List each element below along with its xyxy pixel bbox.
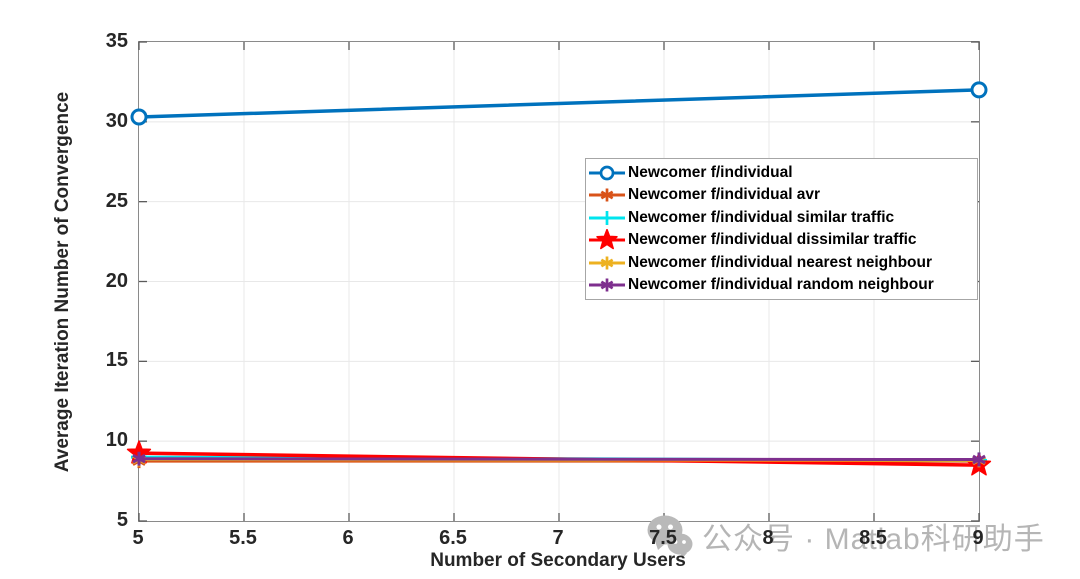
x-tick-label: 8 bbox=[762, 527, 774, 549]
x-tick-label: 9 bbox=[972, 527, 984, 549]
legend-item-label: Newcomer f/individual random neighbour bbox=[628, 276, 934, 294]
data-point-marker-circle bbox=[130, 108, 148, 126]
y-tick-label: 25 bbox=[105, 189, 128, 212]
data-point-marker-asterisk bbox=[132, 453, 146, 464]
x-axis-label: Number of Secondary Users bbox=[430, 550, 686, 571]
x-tick-label: 8.5 bbox=[859, 527, 887, 549]
legend-marker-sample bbox=[589, 278, 625, 292]
series-line bbox=[137, 88, 981, 119]
y-tick-label: 20 bbox=[105, 269, 128, 292]
legend-marker-sample bbox=[589, 229, 625, 250]
legend-marker-sample bbox=[589, 210, 625, 225]
legend-item-label: Newcomer f/individual avr bbox=[628, 186, 821, 204]
x-tick-label: 6 bbox=[342, 527, 354, 549]
y-tick-label: 5 bbox=[116, 509, 128, 531]
x-tick-label: 7.5 bbox=[649, 527, 677, 549]
chart-canvas bbox=[126, 41, 992, 522]
data-point-marker-plus bbox=[600, 210, 614, 225]
y-tick-label: 35 bbox=[105, 30, 128, 52]
data-point-marker-star bbox=[596, 229, 618, 250]
legend-item-label: Newcomer f/individual bbox=[628, 163, 793, 181]
legend-item: Newcomer f/individual dissimilar traffic bbox=[588, 229, 977, 251]
data-point-marker-asterisk bbox=[600, 280, 614, 290]
data-point-marker-circle bbox=[599, 165, 615, 180]
legend-item: Newcomer f/individual nearest neighbour bbox=[588, 252, 977, 274]
x-tick-label: 7 bbox=[552, 527, 564, 549]
legend-item-label: Newcomer f/individual nearest neighbour bbox=[628, 253, 933, 271]
legend-marker-sample bbox=[589, 256, 625, 270]
legend-item-label: Newcomer f/individual dissimilar traffic bbox=[628, 231, 917, 249]
series-line bbox=[137, 457, 981, 462]
legend-item: Newcomer f/individual random neighbour bbox=[588, 274, 977, 296]
y-tick-label: 30 bbox=[105, 109, 128, 132]
x-tick-label: 5 bbox=[132, 527, 144, 549]
legend-item: Newcomer f/individual similar traffic bbox=[588, 207, 977, 229]
x-tick-label: 5.5 bbox=[229, 527, 257, 549]
data-point-marker-asterisk bbox=[600, 190, 614, 200]
x-tick-label: 6.5 bbox=[439, 527, 467, 549]
legend-box: Newcomer f/individual Newcomer f/individu… bbox=[585, 158, 978, 300]
data-point-marker-asterisk bbox=[600, 258, 614, 268]
y-tick-label: 10 bbox=[105, 429, 128, 452]
legend-item-label: Newcomer f/individual similar traffic bbox=[628, 208, 895, 226]
legend-item: Newcomer f/individual avr bbox=[588, 184, 977, 206]
data-point-marker-circle bbox=[970, 81, 988, 99]
legend-item: Newcomer f/individual bbox=[588, 162, 977, 184]
legend-marker-sample bbox=[589, 188, 625, 202]
legend-marker-sample bbox=[589, 165, 625, 180]
data-point-marker-asterisk bbox=[972, 454, 986, 465]
y-tick-label: 15 bbox=[105, 349, 128, 372]
